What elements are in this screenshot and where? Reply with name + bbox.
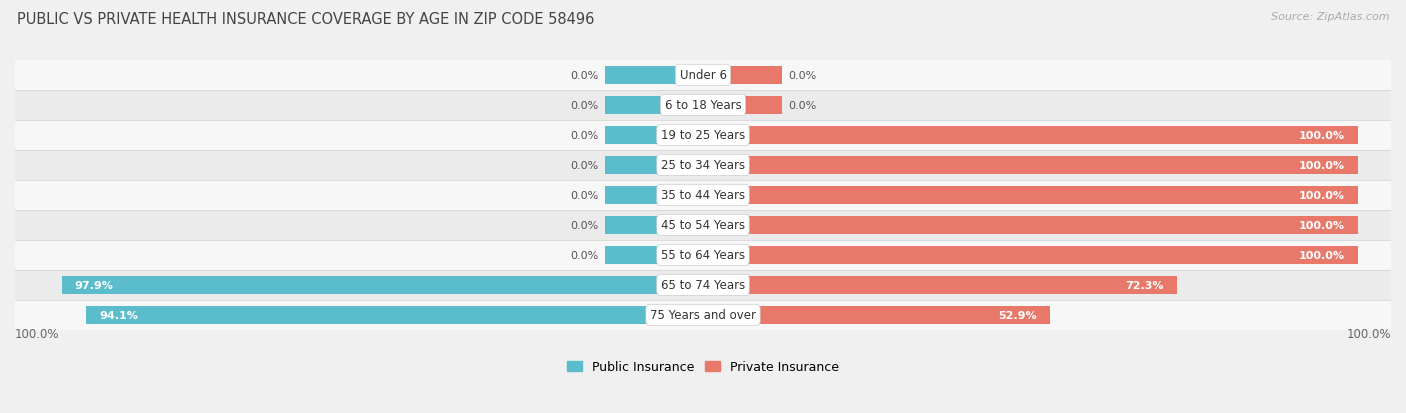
Text: 55 to 64 Years: 55 to 64 Years — [661, 249, 745, 262]
Text: PUBLIC VS PRIVATE HEALTH INSURANCE COVERAGE BY AGE IN ZIP CODE 58496: PUBLIC VS PRIVATE HEALTH INSURANCE COVER… — [17, 12, 595, 27]
Text: 100.0%: 100.0% — [1299, 190, 1346, 200]
Bar — [703, 126, 1358, 145]
Bar — [703, 246, 1358, 265]
Text: 65 to 74 Years: 65 to 74 Years — [661, 279, 745, 292]
Text: 0.0%: 0.0% — [789, 101, 817, 111]
Text: 6 to 18 Years: 6 to 18 Years — [665, 99, 741, 112]
Text: 100.0%: 100.0% — [15, 327, 59, 340]
Text: 100.0%: 100.0% — [1299, 161, 1346, 171]
Text: 100.0%: 100.0% — [1299, 221, 1346, 230]
Bar — [15, 210, 1391, 240]
Text: 0.0%: 0.0% — [789, 71, 817, 81]
Text: 0.0%: 0.0% — [569, 221, 598, 230]
Bar — [703, 216, 1358, 235]
Text: 97.9%: 97.9% — [75, 280, 114, 290]
Bar — [15, 151, 1391, 180]
Bar — [703, 66, 782, 85]
Text: 19 to 25 Years: 19 to 25 Years — [661, 129, 745, 142]
Text: 94.1%: 94.1% — [100, 310, 138, 320]
Text: 0.0%: 0.0% — [569, 101, 598, 111]
Bar — [605, 126, 703, 145]
Bar — [605, 96, 703, 115]
Bar — [62, 276, 703, 294]
Text: 35 to 44 Years: 35 to 44 Years — [661, 189, 745, 202]
Text: 0.0%: 0.0% — [569, 131, 598, 140]
Bar — [605, 216, 703, 235]
Bar — [15, 180, 1391, 210]
Bar — [86, 306, 703, 325]
Text: Under 6: Under 6 — [679, 69, 727, 82]
Bar — [703, 96, 782, 115]
Text: 52.9%: 52.9% — [998, 310, 1036, 320]
Bar — [703, 186, 1358, 205]
Text: 75 Years and over: 75 Years and over — [650, 309, 756, 322]
Text: 25 to 34 Years: 25 to 34 Years — [661, 159, 745, 172]
Text: Source: ZipAtlas.com: Source: ZipAtlas.com — [1271, 12, 1389, 22]
Bar — [15, 121, 1391, 151]
Text: 100.0%: 100.0% — [1299, 131, 1346, 140]
Bar — [605, 156, 703, 175]
Bar — [15, 240, 1391, 270]
Legend: Public Insurance, Private Insurance: Public Insurance, Private Insurance — [562, 356, 844, 378]
Text: 0.0%: 0.0% — [569, 71, 598, 81]
Bar — [605, 66, 703, 85]
Bar — [15, 61, 1391, 91]
Bar — [703, 156, 1358, 175]
Bar — [15, 300, 1391, 330]
Text: 45 to 54 Years: 45 to 54 Years — [661, 219, 745, 232]
Text: 100.0%: 100.0% — [1347, 327, 1391, 340]
Text: 0.0%: 0.0% — [569, 250, 598, 260]
Bar — [703, 276, 1177, 294]
Bar — [15, 270, 1391, 300]
Text: 0.0%: 0.0% — [569, 161, 598, 171]
Bar — [703, 306, 1050, 325]
Text: 0.0%: 0.0% — [569, 190, 598, 200]
Text: 100.0%: 100.0% — [1299, 250, 1346, 260]
Bar — [15, 91, 1391, 121]
Bar — [605, 246, 703, 265]
Text: 72.3%: 72.3% — [1125, 280, 1164, 290]
Bar — [605, 186, 703, 205]
